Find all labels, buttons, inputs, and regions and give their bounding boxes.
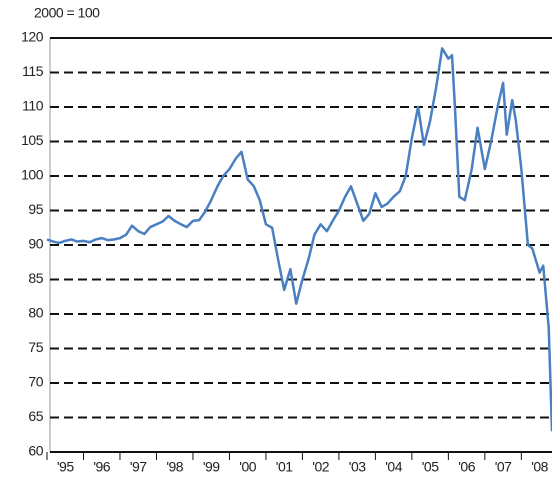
x-tick-label: '97 (130, 459, 147, 475)
y-tick-label: 75 (28, 339, 43, 355)
y-tick-label: 65 (28, 408, 43, 424)
y-tick-label: 85 (28, 270, 43, 286)
y-tick-label: 110 (22, 98, 44, 114)
x-tick-label: '05 (422, 459, 439, 475)
y-axis-label: 2000 = 100 (34, 5, 100, 21)
x-tick-label: '04 (385, 459, 402, 475)
y-tick-label: 90 (28, 236, 43, 252)
y-tick-label: 95 (28, 201, 43, 217)
x-tick-label: '95 (57, 459, 74, 475)
y-tick-label: 80 (28, 305, 43, 321)
x-tick-label: '03 (349, 459, 366, 475)
x-tick-label: '06 (458, 459, 475, 475)
x-tick-label: '00 (239, 459, 256, 475)
y-tick-label: 120 (21, 29, 44, 45)
data-line (46, 47, 552, 432)
y-tick-label: 100 (21, 167, 44, 183)
x-tick-label: '96 (93, 459, 110, 475)
x-tick-label: '02 (312, 459, 329, 475)
x-tick-label: '07 (495, 459, 512, 475)
y-tick-label: 70 (28, 374, 43, 390)
y-tick-label: 105 (21, 132, 44, 148)
y-tick-label: 60 (28, 443, 43, 459)
x-tick-label: '99 (203, 459, 220, 475)
y-tick-label: 115 (22, 63, 44, 79)
x-tick-label: '01 (276, 459, 293, 475)
x-tick-label: '98 (166, 459, 183, 475)
x-tick-label: '08 (531, 459, 548, 475)
